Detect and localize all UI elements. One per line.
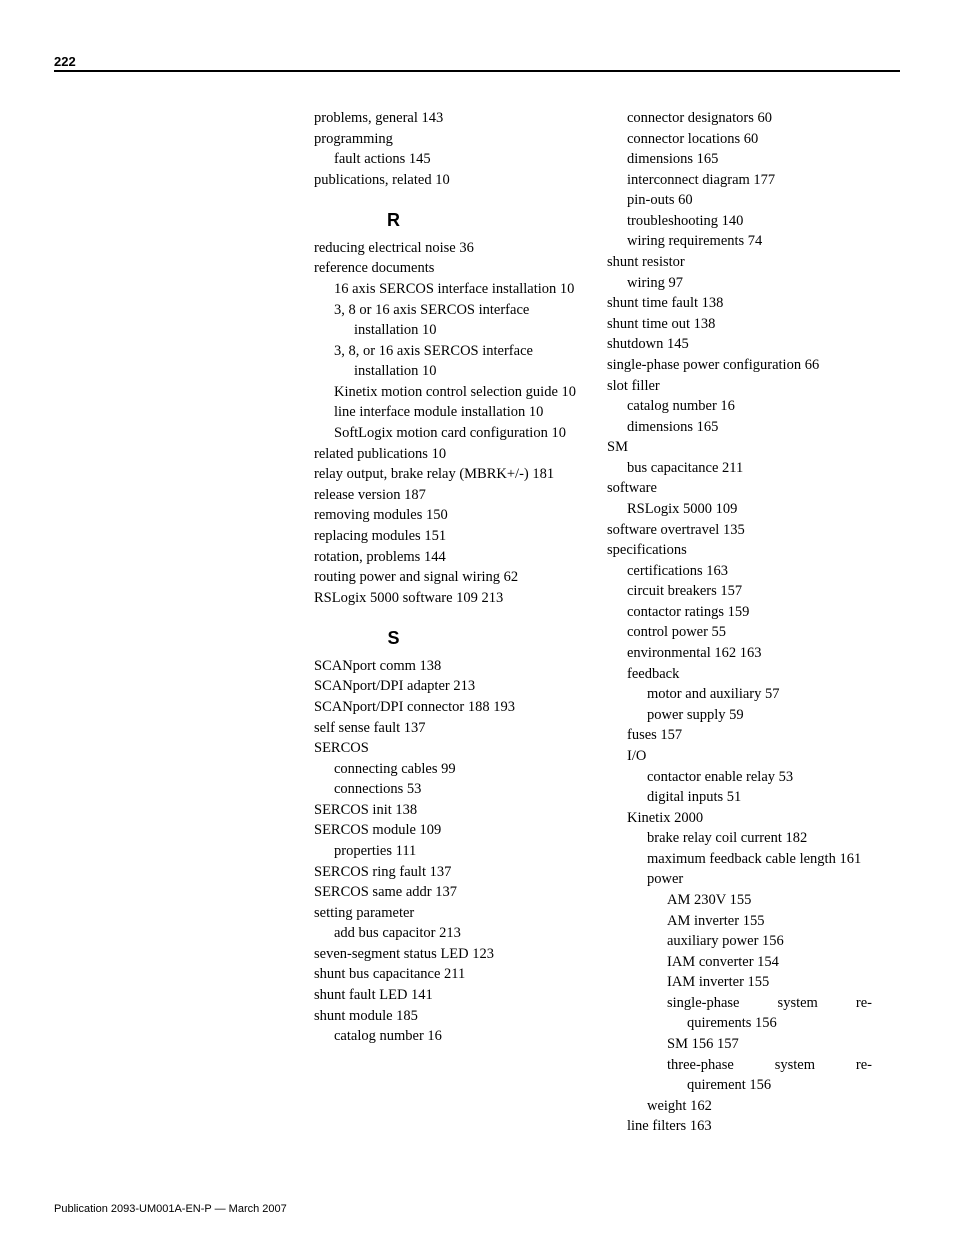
index-entry: line interface module installation 10 [314, 402, 579, 423]
index-entry: troubleshooting 140 [607, 211, 872, 232]
index-entry: RSLogix 5000 109 [607, 499, 872, 520]
index-entry: control power 55 [607, 622, 872, 643]
index-entry: SoftLogix motion card configuration 10 [314, 423, 579, 444]
index-section-letter: S [314, 626, 473, 652]
index-entry: dimensions 165 [607, 149, 872, 170]
index-entry: contactor ratings 159 [607, 602, 872, 623]
index-entry: release version 187 [314, 485, 579, 506]
index-entry: setting parameter [314, 903, 579, 924]
index-entry: quirements 156 [607, 1013, 872, 1034]
index-section-letter: R [314, 208, 473, 234]
index-entry: specifications [607, 540, 872, 561]
index-entry: catalog number 16 [314, 1026, 579, 1047]
index-entry: SCANport/DPI connector 188 193 [314, 697, 579, 718]
index-entry: certifications 163 [607, 561, 872, 582]
page-number: 222 [54, 54, 76, 69]
index-entry: rotation, problems 144 [314, 547, 579, 568]
index-entry: power supply 59 [607, 705, 872, 726]
index-entry: bus capacitance 211 [607, 458, 872, 479]
index-entry: pin-outs 60 [607, 190, 872, 211]
index-left-column: problems, general 143programmingfault ac… [54, 108, 579, 1137]
index-entry: add bus capacitor 213 [314, 923, 579, 944]
index-entry: AM 230V 155 [607, 890, 872, 911]
index-entry: feedback [607, 664, 872, 685]
index-entry: motor and auxiliary 57 [607, 684, 872, 705]
index-entry: relay output, brake relay (MBRK+/-) 181 [314, 464, 579, 485]
index-entry: routing power and signal wiring 62 [314, 567, 579, 588]
index-entry: AM inverter 155 [607, 911, 872, 932]
index-entry: maximum feedback cable length 161 [607, 849, 872, 870]
index-entry: shutdown 145 [607, 334, 872, 355]
index-entry: shunt resistor [607, 252, 872, 273]
index-entry: shunt time out 138 [607, 314, 872, 335]
index-entry: three-phase system re- [607, 1055, 872, 1076]
index-entry: fuses 157 [607, 725, 872, 746]
index-entry: Kinetix 2000 [607, 808, 872, 829]
index-entry: connecting cables 99 [314, 759, 579, 780]
index-entry: quirement 156 [607, 1075, 872, 1096]
index-entry: 3, 8 or 16 axis SERCOS interface install… [314, 300, 579, 341]
index-entry: reducing electrical noise 36 [314, 238, 579, 259]
index-entry: replacing modules 151 [314, 526, 579, 547]
index-entry: publications, related 10 [314, 170, 579, 191]
index-entry: SCANport/DPI adapter 213 [314, 676, 579, 697]
index-entry: SERCOS init 138 [314, 800, 579, 821]
index-entry: wiring 97 [607, 273, 872, 294]
index-entry: 16 axis SERCOS interface installation 10 [314, 279, 579, 300]
index-entry: properties 111 [314, 841, 579, 862]
index-entry: software [607, 478, 872, 499]
index-entry: digital inputs 51 [607, 787, 872, 808]
index-entry: IAM converter 154 [607, 952, 872, 973]
index-entry: reference documents [314, 258, 579, 279]
index-entry: software overtravel 135 [607, 520, 872, 541]
index-entry: shunt fault LED 141 [314, 985, 579, 1006]
index-entry: self sense fault 137 [314, 718, 579, 739]
index-entry: dimensions 165 [607, 417, 872, 438]
index-entry: slot filler [607, 376, 872, 397]
index-entry: Kinetix motion control selection guide 1… [314, 382, 579, 403]
index-entry: RSLogix 5000 software 109 213 [314, 588, 579, 609]
index-entry: single-phase system re- [607, 993, 872, 1014]
index-entry: connector designators 60 [607, 108, 872, 129]
index-entry: weight 162 [607, 1096, 872, 1117]
index-entry: environmental 162 163 [607, 643, 872, 664]
index-entry: SERCOS ring fault 137 [314, 862, 579, 883]
publication-footer: Publication 2093-UM001A-EN-P — March 200… [54, 1203, 287, 1215]
index-entry: connections 53 [314, 779, 579, 800]
index-entry: shunt module 185 [314, 1006, 579, 1027]
index-entry: IAM inverter 155 [607, 972, 872, 993]
index-entry: SERCOS same addr 137 [314, 882, 579, 903]
index-entry: line filters 163 [607, 1116, 872, 1137]
index-columns: problems, general 143programmingfault ac… [54, 108, 900, 1137]
index-entry: fault actions 145 [314, 149, 579, 170]
index-entry: related publications 10 [314, 444, 579, 465]
index-entry: SM [607, 437, 872, 458]
index-entry: circuit breakers 157 [607, 581, 872, 602]
index-right-column: connector designators 60connector locati… [607, 108, 900, 1137]
index-entry: seven-segment status LED 123 [314, 944, 579, 965]
header-rule [54, 70, 900, 72]
index-entry: contactor enable relay 53 [607, 767, 872, 788]
index-entry: SERCOS [314, 738, 579, 759]
index-entry: problems, general 143 [314, 108, 579, 129]
index-entry: SCANport comm 138 [314, 656, 579, 677]
index-entry: shunt bus capacitance 211 [314, 964, 579, 985]
index-entry: brake relay coil current 182 [607, 828, 872, 849]
index-entry: programming [314, 129, 579, 150]
index-entry: SERCOS module 109 [314, 820, 579, 841]
index-entry: removing modules 150 [314, 505, 579, 526]
index-entry: single-phase power configuration 66 [607, 355, 872, 376]
index-entry: connector locations 60 [607, 129, 872, 150]
index-entry: I/O [607, 746, 872, 767]
index-entry: power [607, 869, 872, 890]
index-entry: interconnect diagram 177 [607, 170, 872, 191]
index-entry: auxiliary power 156 [607, 931, 872, 952]
index-entry: SM 156 157 [607, 1034, 872, 1055]
index-entry: catalog number 16 [607, 396, 872, 417]
index-entry: 3, 8, or 16 axis SERCOS interface instal… [314, 341, 579, 382]
index-entry: shunt time fault 138 [607, 293, 872, 314]
index-entry: wiring requirements 74 [607, 231, 872, 252]
